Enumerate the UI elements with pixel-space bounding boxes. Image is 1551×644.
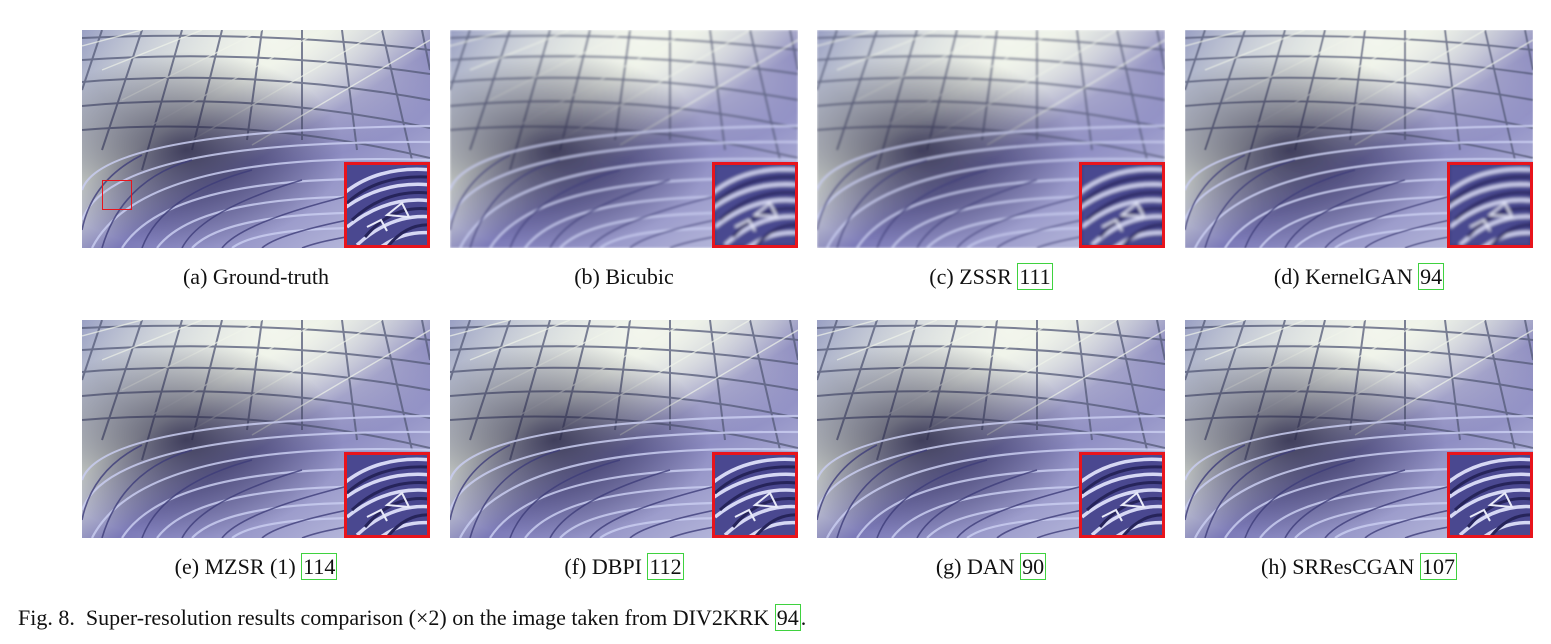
zoom-inset [712,452,798,538]
citation-link[interactable]: 94 [1418,263,1445,290]
citation-link[interactable]: 107 [1419,553,1457,580]
panel-label: (c) [929,264,954,289]
panel-method: KernelGAN [1305,264,1413,289]
panel-caption: (f) DBPI 112 [450,553,798,580]
zoom-inset [1447,452,1533,538]
panel-c: (c) ZSSR 111 [817,30,1165,290]
zoom-region-marker [102,180,132,210]
zoom-inset [1447,162,1533,248]
zoom-inset [344,452,430,538]
zoom-inset [1079,452,1165,538]
figure-caption-text: Super-resolution results comparison (×2)… [85,605,770,630]
caption-period: . [800,605,807,630]
panel-method: DBPI [591,554,642,579]
panel-label: (g) [935,554,962,579]
zoom-inset [712,162,798,248]
citation-link[interactable]: 111 [1017,263,1053,290]
result-image [817,30,1165,248]
panel-caption: (e) MZSR (1) 114 [82,553,430,580]
panel-method: MZSR (1) [204,554,296,579]
citation-link[interactable]: 114 [301,553,338,580]
panel-b: (b) Bicubic [450,30,798,289]
panel-label: (d) [1273,264,1300,289]
panel-caption: (h) SRResCGAN 107 [1185,553,1533,580]
result-image [82,30,430,248]
panel-caption: (a) Ground-truth [82,264,430,290]
panel-caption: (b) Bicubic [450,264,798,290]
citation-link[interactable]: 90 [1020,553,1047,580]
panel-label: (e) [174,554,200,579]
panel-h: (h) SRResCGAN 107 [1185,320,1533,580]
panel-label: (b) [574,264,600,289]
result-image [1185,320,1533,538]
panel-label: (a) [182,264,208,289]
panel-method: SRResCGAN [1292,554,1415,579]
panel-caption: (c) ZSSR 111 [817,263,1165,290]
zoom-inset [344,162,430,248]
panel-label: (f) [564,554,587,579]
result-image [1185,30,1533,248]
zoom-inset [1079,162,1165,248]
panel-method: Ground-truth [212,264,329,289]
citation-link[interactable]: 112 [647,553,684,580]
panel-method: DAN [966,554,1015,579]
panel-caption: (g) DAN 90 [817,553,1165,580]
panel-method: Bicubic [605,264,674,289]
citation-link[interactable]: 94 [774,604,801,631]
panel-method: ZSSR [959,264,1012,289]
figure-caption: Fig. 8. Super-resolution results compari… [18,604,807,631]
panel-g: (g) DAN 90 [817,320,1165,580]
result-image [450,30,798,248]
result-image [82,320,430,538]
result-image [817,320,1165,538]
panel-label: (h) [1261,554,1287,579]
panel-d: (d) KernelGAN 94 [1185,30,1533,290]
panel-f: (f) DBPI 112 [450,320,798,580]
panel-a: (a) Ground-truth [82,30,430,289]
panel-e: (e) MZSR (1) 114 [82,320,430,580]
result-image [450,320,798,538]
panel-caption: (d) KernelGAN 94 [1185,263,1533,290]
figure-number: Fig. 8. [18,605,75,630]
